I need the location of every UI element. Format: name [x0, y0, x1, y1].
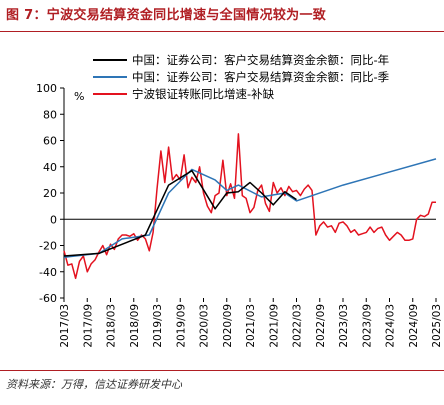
y-tick-label: -40: [39, 266, 57, 279]
x-tick-label: 2019/09: [175, 304, 187, 348]
chart-series: [63, 133, 437, 280]
x-tick-label: 2022/03: [292, 304, 304, 348]
y-axis-unit: %: [74, 90, 84, 103]
x-tick-label: 2024/09: [408, 304, 420, 348]
legend-label-2: 中国：证券公司：客户交易结算资金余额：同比-季: [132, 70, 390, 84]
x-tick-label: 2021/03: [245, 304, 257, 348]
y-tick-label: 80: [43, 108, 57, 121]
source-note: 资料来源：万得，信达证券研发中心: [6, 378, 182, 391]
line-chart: -60 -40 -20 0 20 40 60 80 100% 2017/03 2017/09 2018…: [36, 53, 443, 348]
series-line-3: [63, 133, 436, 280]
x-tick-label: 2017/09: [82, 304, 94, 348]
footer-divider: [0, 370, 444, 371]
legend-label-3: 宁波银证转账同比增速-补缺: [132, 87, 275, 101]
title-divider: [0, 31, 444, 32]
y-tick-label: 60: [43, 135, 57, 148]
y-tick-label: -20: [39, 240, 57, 253]
x-tick-label: 2022/09: [315, 304, 327, 348]
x-tick-label: 2019/03: [152, 304, 164, 348]
x-tick-label: 2021/09: [268, 304, 280, 348]
x-tick-label: 2018/03: [106, 304, 118, 348]
x-tick-label: 2020/09: [222, 304, 234, 348]
y-tick-label: 40: [43, 161, 57, 174]
x-tick-label: 2018/09: [129, 304, 141, 348]
y-tick-label: 100: [36, 82, 57, 95]
legend-label-1: 中国：证券公司：客户交易结算资金余额：同比-年: [132, 53, 389, 67]
x-tick-label: 2017/03: [59, 304, 71, 348]
series-line-1: [63, 169, 297, 257]
x-tick-label: 2023/03: [338, 304, 350, 348]
series-line-2: [63, 158, 437, 259]
chart-axes: -60 -40 -20 0 20 40 60 80 100% 2017/03 2017/09 2018…: [36, 82, 443, 348]
y-tick-label: -60: [39, 292, 57, 305]
x-tick-label: 2024/03: [385, 304, 397, 348]
y-tick-label: 20: [43, 187, 57, 200]
figure-title: 图 7：宁波交易结算资金同比增速与全国情况较为一致: [6, 8, 327, 23]
x-tick-label: 2020/03: [199, 304, 211, 348]
chart-legend: 中国：证券公司：客户交易结算资金余额：同比-年中国：证券公司：客户交易结算资金余…: [93, 53, 390, 101]
x-tick-label: 2023/09: [361, 304, 373, 348]
x-tick-label: 2025/03: [431, 304, 443, 348]
y-tick-label: 0: [50, 213, 57, 226]
